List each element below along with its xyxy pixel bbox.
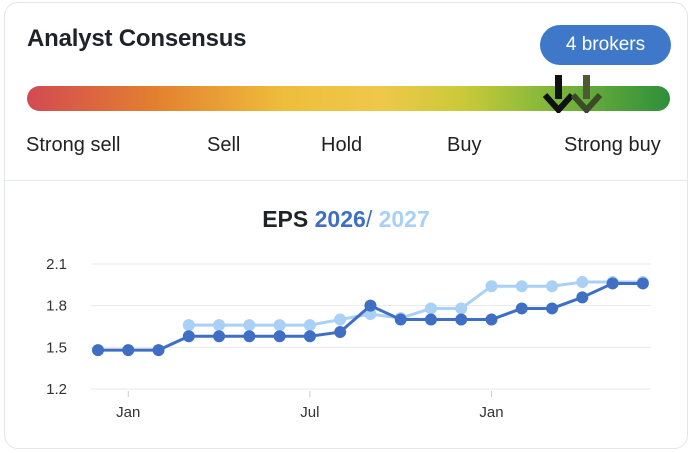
scale-label-strong-sell: Strong sell [26, 134, 121, 156]
data-point-2027 [303, 319, 316, 332]
data-point-2026 [424, 313, 437, 326]
y-tick-label: 1.5 [46, 339, 67, 356]
chart-title-prefix: EPS [262, 206, 309, 232]
data-point-2027 [576, 276, 589, 289]
arrow-down-icon [571, 75, 603, 113]
scale-label-hold: Hold [321, 134, 363, 156]
data-point-2026 [455, 313, 468, 326]
data-point-2027 [485, 280, 498, 293]
data-point-2026 [273, 330, 286, 343]
data-point-2027 [273, 319, 286, 332]
x-tick-label: Jan [116, 404, 140, 421]
consensus-marker-1 [543, 75, 575, 113]
chart-title-year-2027[interactable]: 2027 [378, 206, 430, 232]
arrow-down-icon [543, 75, 575, 113]
widget-title: Analyst Consensus [27, 25, 247, 52]
chart-title-separator: / [365, 206, 373, 232]
consensus-marker-2 [571, 75, 603, 113]
scale-label-strong-buy: Strong buy [564, 134, 661, 156]
data-point-2026 [546, 302, 559, 315]
y-tick-label: 1.8 [46, 298, 67, 315]
data-point-2026 [485, 313, 498, 326]
scale-label-sell: Sell [207, 134, 241, 156]
chart-title: EPS 2026/ 2027 [5, 206, 687, 233]
data-point-2027 [182, 319, 195, 332]
data-point-2026 [122, 344, 135, 357]
section-divider [5, 180, 687, 181]
data-point-2027 [455, 302, 468, 315]
data-point-2027 [546, 280, 559, 293]
chart-title-year-2026[interactable]: 2026 [314, 206, 366, 232]
data-point-2027 [334, 313, 347, 326]
x-tick-label: Jul [300, 404, 319, 421]
y-tick-label: 1.2 [46, 381, 67, 398]
data-point-2027 [424, 302, 437, 315]
data-point-2027 [364, 308, 377, 320]
data-point-2026 [515, 302, 528, 315]
data-point-2026 [152, 344, 165, 357]
data-point-2027 [243, 319, 256, 332]
data-point-2026 [334, 326, 347, 339]
series-line-2027 [188, 280, 643, 327]
y-tick-label: 2.1 [46, 256, 67, 273]
data-point-2026 [92, 344, 104, 357]
data-point-2026 [213, 330, 226, 343]
scale-label-buy: Buy [447, 134, 482, 156]
brokers-badge[interactable]: 4 brokers [540, 25, 671, 65]
data-point-2026 [606, 277, 619, 290]
data-point-2026 [182, 330, 195, 343]
data-point-2026 [394, 313, 407, 326]
data-point-2026 [576, 291, 589, 304]
data-point-2026 [364, 299, 377, 312]
data-point-2027 [213, 319, 226, 332]
data-point-2027 [515, 280, 528, 293]
data-point-2026 [303, 330, 316, 343]
analyst-consensus-card: Analyst Consensus 4 brokers Strong sell … [4, 2, 688, 449]
data-point-2026 [636, 277, 649, 290]
data-point-2026 [243, 330, 256, 343]
x-tick-label: Jan [479, 404, 503, 421]
